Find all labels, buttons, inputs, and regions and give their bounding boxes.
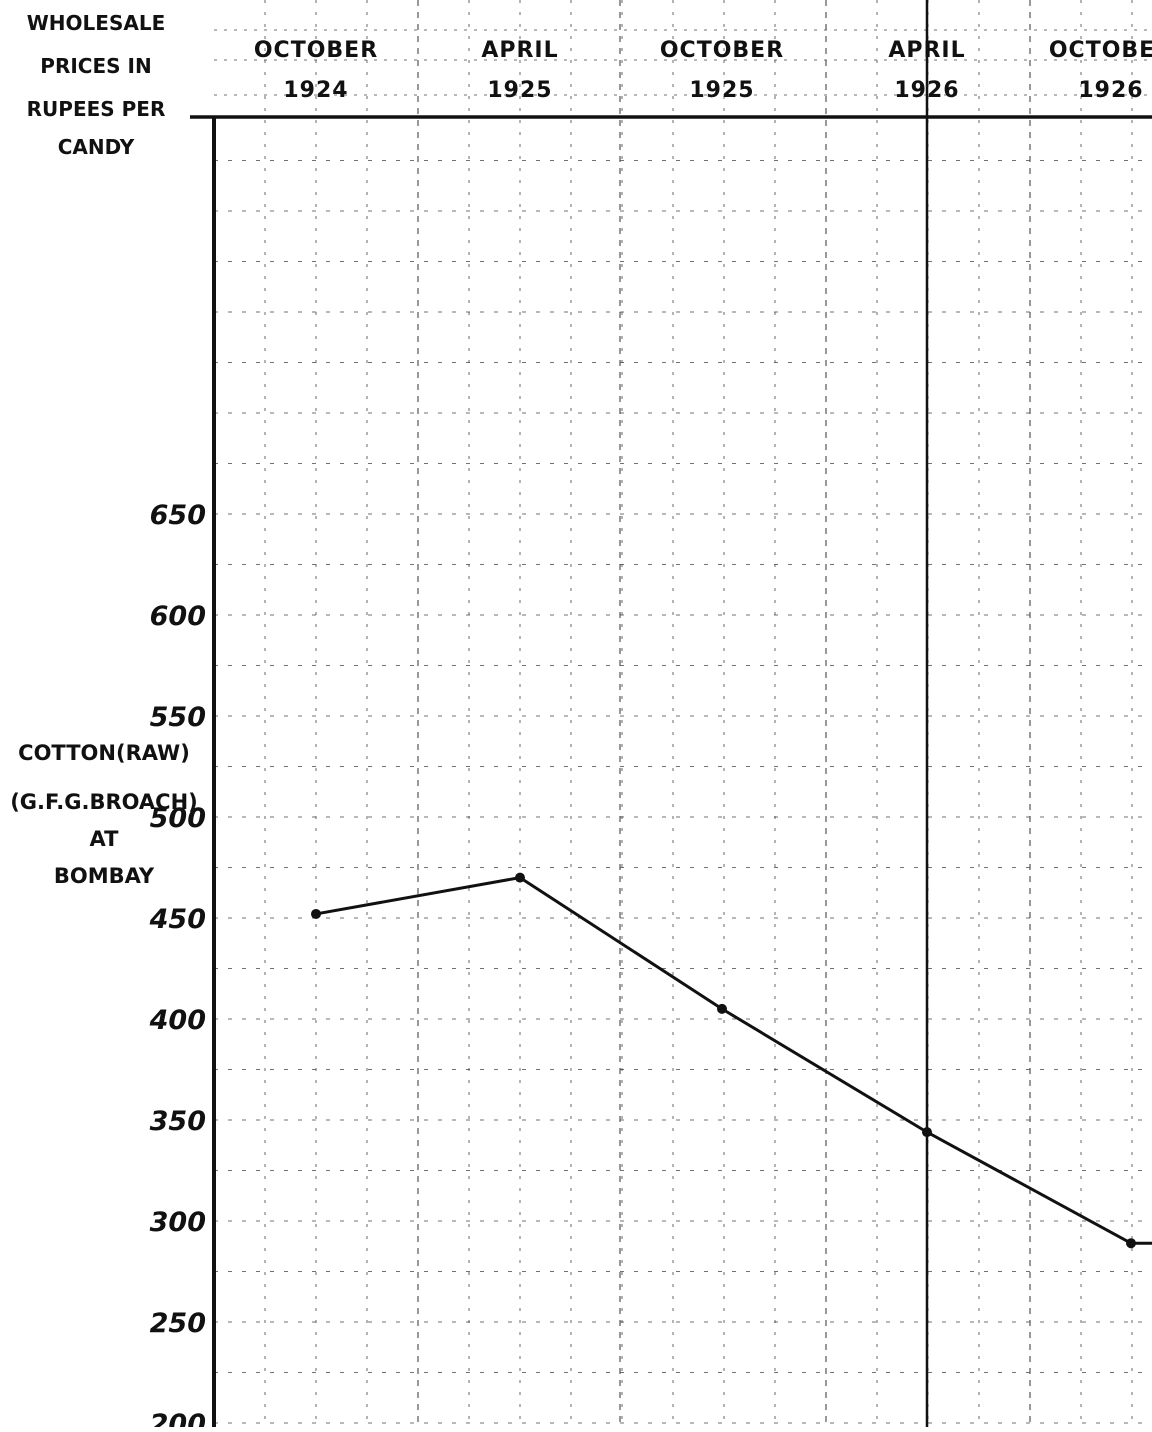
x-tick-label-year: 1926 bbox=[1078, 78, 1143, 103]
y-axis-title: WHOLESALE PRICES IN RUPEES PER CANDY bbox=[27, 11, 166, 159]
series-label: COTTON(RAW) (G.F.G.BROACH) AT BOMBAY bbox=[10, 741, 198, 888]
series-label-line: BOMBAY bbox=[54, 864, 155, 888]
y-tick-label: 250 bbox=[150, 1308, 206, 1339]
series-label-line: AT bbox=[90, 827, 120, 851]
x-tick-label-month: APRIL bbox=[481, 38, 558, 63]
series-line-cotton bbox=[315, 876, 1152, 1245]
x-tick-label-month: OCTOBER bbox=[1049, 38, 1152, 63]
y-axis-title-line: WHOLESALE bbox=[27, 11, 166, 35]
y-tick-label: 400 bbox=[149, 1005, 206, 1036]
y-tick-labels: 200 250 300 350 400 450 500 550 600 650 bbox=[149, 500, 206, 1432]
y-tick-label: 650 bbox=[150, 500, 206, 531]
y-tick-label: 600 bbox=[150, 601, 206, 632]
x-tick-label-year: 1925 bbox=[487, 78, 552, 103]
y-tick-label: 550 bbox=[150, 702, 206, 733]
data-line bbox=[315, 876, 1152, 1245]
data-point bbox=[515, 872, 525, 883]
grid bbox=[214, 0, 1152, 1427]
data-point bbox=[717, 1003, 727, 1014]
y-tick-label: 350 bbox=[150, 1106, 206, 1137]
y-axis-title-line: PRICES IN bbox=[40, 54, 151, 78]
x-tick-label-year: 1926 bbox=[894, 78, 959, 103]
y-tick-label: 500 bbox=[150, 803, 206, 834]
y-tick-label: 300 bbox=[150, 1207, 206, 1238]
series-label-line: (G.F.G.BROACH) bbox=[10, 790, 198, 814]
data-points bbox=[311, 872, 1136, 1249]
data-point bbox=[311, 908, 321, 919]
y-axis-title-line: CANDY bbox=[58, 135, 135, 159]
x-tick-label-year: 1924 bbox=[283, 78, 348, 103]
series-label-line: COTTON(RAW) bbox=[18, 741, 190, 765]
x-tick-label-month: OCTOBER bbox=[254, 38, 378, 63]
y-axis-title-line: RUPEES PER bbox=[27, 97, 166, 121]
y-tick-label: 200 bbox=[150, 1409, 206, 1427]
x-tick-label-year: 1925 bbox=[689, 78, 754, 103]
category-header: OCTOBER 1924 APRIL 1925 OCTOBER 1925 APRIL 1926… bbox=[254, 38, 1152, 103]
data-point bbox=[1126, 1238, 1136, 1249]
x-tick-label-month: APRIL bbox=[888, 38, 965, 63]
y-tick-label: 450 bbox=[149, 904, 206, 935]
data-point bbox=[922, 1127, 932, 1138]
x-tick-label-month: OCTOBER bbox=[660, 38, 784, 63]
axes bbox=[190, 115, 1152, 1427]
